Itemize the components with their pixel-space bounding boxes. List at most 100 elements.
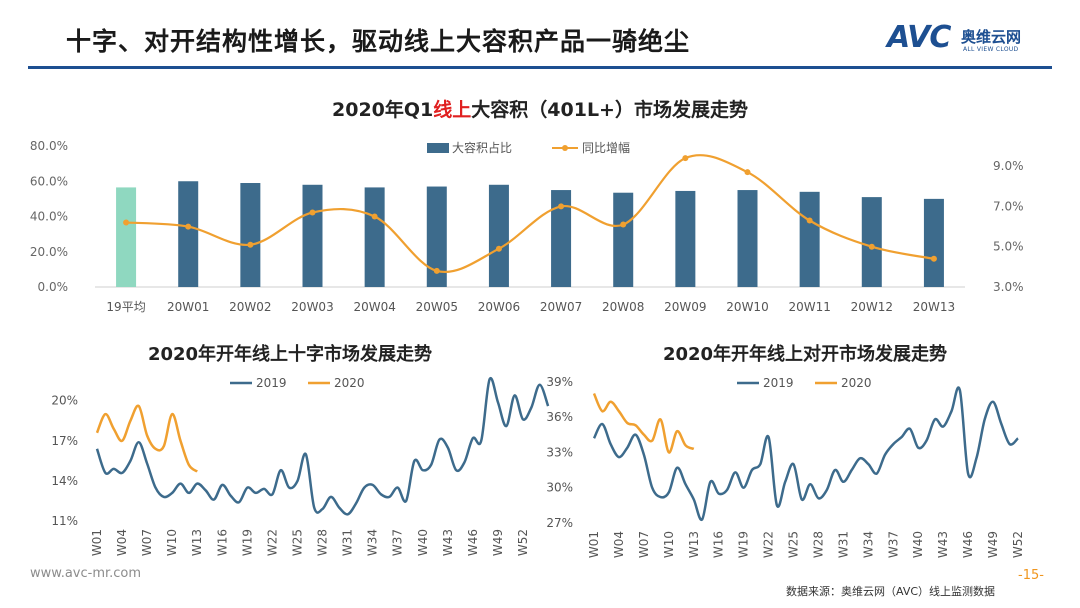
right-axis-tick: 7.0% (993, 199, 1024, 213)
bar (675, 190, 696, 287)
category-label: 19平均 (106, 300, 145, 314)
bar (426, 186, 447, 287)
x-axis-label: W25 (290, 529, 304, 556)
logo-chinese-name: 奥维云网 (961, 28, 1022, 46)
bar (613, 192, 634, 287)
x-axis-label: W16 (215, 529, 229, 556)
x-axis-label: W37 (886, 531, 900, 558)
bar (178, 181, 199, 287)
legend-label-2020: 2020 (841, 376, 872, 390)
left-axis-tick: 20.0% (30, 245, 68, 259)
category-label: 20W03 (291, 300, 333, 314)
category-label: 20W01 (167, 300, 209, 314)
series-2019-line (592, 386, 1019, 521)
y-axis-tick: 39% (546, 375, 573, 389)
category-label: 20W13 (913, 300, 955, 314)
left-axis-tick: 80.0% (30, 139, 68, 153)
chart-title-highlight: 线上 (433, 98, 471, 121)
x-axis-label: W22 (762, 531, 776, 558)
x-axis-label: W37 (391, 529, 405, 556)
x-axis-label: W04 (115, 529, 129, 556)
x-axis-label: W34 (861, 531, 875, 558)
x-axis-label: W49 (986, 531, 1000, 558)
category-label: 20W02 (229, 300, 271, 314)
category-label: 20W09 (664, 300, 706, 314)
right-axis-tick: 9.0% (993, 159, 1024, 173)
bar (116, 187, 137, 287)
bar (923, 198, 944, 287)
x-axis-label: W34 (366, 529, 380, 556)
french-door-trend-chart: 2020年开年线上对开市场发展走势 2019 2020 27% 30% 33% 36% 39%… (546, 343, 1025, 558)
growth-point (620, 221, 627, 228)
legend-label-2020: 2020 (334, 376, 365, 390)
growth-point (682, 155, 689, 162)
avc-logo: AVC 奥维云网 ALL VIEW CLOUD (887, 20, 1052, 62)
growth-point (930, 255, 937, 262)
y-axis-tick: 17% (51, 434, 78, 448)
category-label: 20W08 (602, 300, 644, 314)
slide-title: 十字、对开结构性增长，驱动线上大容积产品一骑绝尘 (66, 27, 691, 56)
y-axis-tick: 30% (546, 481, 573, 495)
footer-url: www.avc-mr.com (30, 566, 142, 581)
y-axis-tick: 20% (51, 394, 78, 408)
x-axis-label: W10 (662, 531, 676, 558)
growth-point (495, 245, 502, 252)
category-label: 20W04 (353, 300, 395, 314)
x-axis-label: W07 (637, 531, 651, 558)
chart-title-part-1: 2020年Q1 (332, 98, 433, 121)
legend-marker-line (562, 145, 568, 151)
chart-title: 2020年Q1线上大容积（401L+）市场发展走势 (332, 98, 748, 121)
footer-source: 数据来源：奥维云网（AVC）线上监测数据 (786, 585, 996, 598)
logo-avc-text: AVC (887, 20, 951, 55)
chart-title-part-2: 大容积（401L+）市场发展走势 (471, 98, 748, 121)
x-axis-label: W16 (712, 531, 726, 558)
x-axis-label: W40 (911, 531, 925, 558)
growth-point (806, 217, 813, 224)
growth-point (247, 241, 254, 248)
x-axis-label: W13 (190, 529, 204, 556)
x-axis-label: W28 (316, 529, 330, 556)
growth-point (558, 203, 565, 210)
x-axis-label: W01 (90, 529, 104, 556)
x-axis-label: W10 (165, 529, 179, 556)
growth-point (309, 209, 316, 216)
legend-label-2019: 2019 (763, 376, 794, 390)
legend-label-bars: 大容积占比 (452, 140, 512, 155)
right-axis-tick: 5.0% (993, 240, 1024, 254)
category-label: 20W06 (478, 300, 520, 314)
bar (302, 184, 323, 287)
series-2020-line (95, 404, 199, 473)
growth-point (371, 213, 378, 220)
right-axis-tick: 3.0% (993, 280, 1024, 294)
page-number: -15- (1018, 568, 1044, 583)
x-axis-label: W46 (466, 529, 480, 556)
series-2019-line (95, 376, 550, 516)
x-axis-label: W01 (587, 531, 601, 558)
x-axis-label: W25 (787, 531, 801, 558)
category-label: 20W05 (416, 300, 458, 314)
bar (240, 183, 261, 287)
x-axis-label: W22 (265, 529, 279, 556)
growth-line (126, 154, 935, 274)
left-axis-tick: 0.0% (38, 280, 69, 294)
x-axis-label: W19 (737, 531, 751, 558)
x-axis-label: W52 (1011, 531, 1025, 558)
growth-point (185, 223, 192, 230)
chart-title: 2020年开年线上对开市场发展走势 (663, 343, 947, 365)
category-label: 20W10 (726, 300, 768, 314)
x-axis-label: W31 (341, 529, 355, 556)
legend-label-line: 同比增幅 (582, 140, 630, 155)
x-axis-label: W49 (491, 529, 505, 556)
category-label: 20W11 (788, 300, 830, 314)
logo-english-name: ALL VIEW CLOUD (963, 46, 1019, 53)
chart-title: 2020年开年线上十字市场发展走势 (148, 343, 432, 365)
series-2020-line (592, 392, 695, 454)
cross-door-trend-chart: 2020年开年线上十字市场发展走势 2019 2020 11% 14% 17% 20% W01… (51, 343, 550, 556)
category-label: 20W07 (540, 300, 582, 314)
bar (488, 184, 509, 287)
y-axis-tick: 33% (546, 445, 573, 459)
y-axis-tick: 11% (51, 514, 78, 528)
y-axis-tick: 36% (546, 410, 573, 424)
x-axis-label: W31 (836, 531, 850, 558)
